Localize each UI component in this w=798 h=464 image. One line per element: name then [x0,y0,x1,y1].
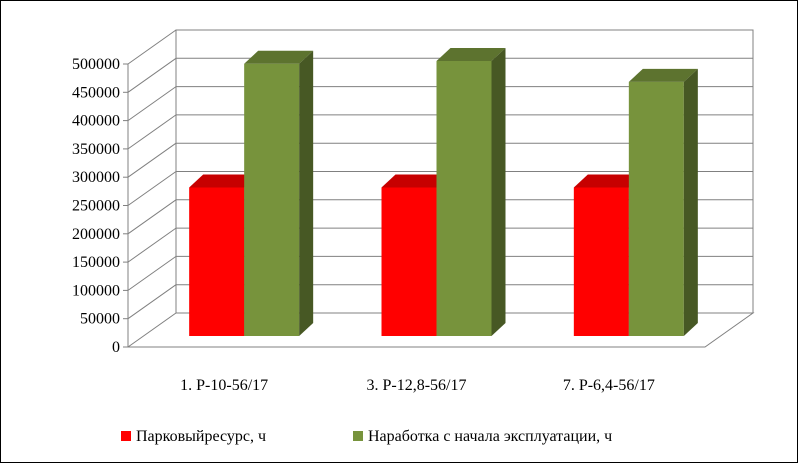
y-tick-label: 150000 [72,254,120,271]
floor [126,312,755,348]
gridline-side [127,171,177,206]
bar-top [436,48,506,61]
bar-top [573,174,643,188]
bar-front [436,61,492,336]
y-tick-label: 0 [112,339,120,356]
gridline-side [127,255,177,291]
bar-top [381,174,451,188]
bar-top [189,174,259,188]
y-axis-ticks: 0 50000 100000 150000 200000 250000 300000 3500… [72,56,128,356]
bars [189,48,698,337]
legend-label: Наработка с начала эксплуатации, ч [368,428,612,445]
x-category-label: 3. Р-12,8-56/17 [367,377,467,394]
legend-swatch [121,431,131,441]
legend: Парковыйресурс, ч Наработка с начала эксп… [121,428,612,445]
bar-side [299,50,314,336]
y-tick-label: 350000 [72,141,120,158]
x-category-label: 1. Р-10-56/17 [180,377,268,394]
y-tick-label: 300000 [72,169,120,186]
gridline-side [127,86,177,122]
gridline-side [127,142,177,178]
y-tick-label: 400000 [72,113,120,130]
bar-front [244,63,300,336]
bar-front [189,187,245,336]
bar-top [244,50,314,64]
bar [244,50,314,336]
bar-front [573,187,629,336]
y-tick-label: 250000 [72,198,120,215]
y-tick-label: 450000 [72,84,120,101]
x-axis-categories: 1. Р-10-56/17 3. Р-12,8-56/17 7. Р-6,4-56/… [180,377,655,394]
legend-swatch [353,431,363,441]
gridline-side [127,29,177,65]
bar-side [491,48,506,336]
bar [436,48,506,336]
bar-top [628,68,698,82]
gridline-side [127,114,177,150]
legend-label: Парковыйресурс, ч [136,428,266,445]
gridline-side [127,57,177,93]
bar-front [381,187,437,336]
bar [628,68,698,337]
gridline-side [127,227,177,263]
gridline-side [127,284,177,320]
gridline-side [127,199,177,235]
y-tick-label: 500000 [72,56,120,73]
y-tick-label: 200000 [72,226,120,243]
x-category-label: 7. Р-6,4-56/17 [563,377,655,394]
bar-side [683,68,698,337]
y-tick-label: 100000 [72,282,120,299]
bar-front [628,81,684,337]
y-tick-label: 50000 [80,311,120,328]
